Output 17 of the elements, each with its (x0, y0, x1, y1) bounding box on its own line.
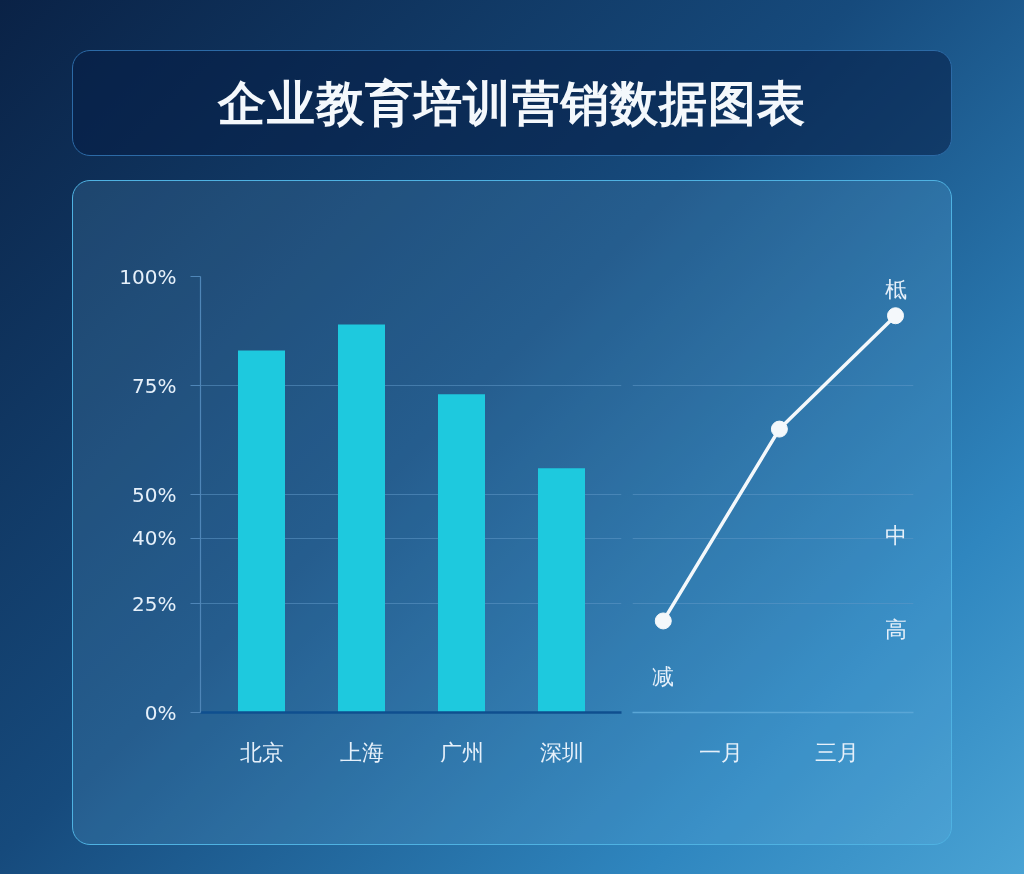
x-tick-label: 广州 (439, 739, 484, 765)
y-tick-label: 50% (132, 482, 177, 507)
x-tick-label: 深圳 (539, 739, 584, 765)
x-tick-label: 三月 (815, 739, 860, 765)
y-tick-label: 40% (132, 526, 177, 551)
annotation: 减 (652, 664, 675, 690)
y-tick-label: 0% (144, 700, 177, 725)
x-tick-label: 一月 (699, 739, 744, 765)
annotation: 高 (884, 617, 907, 643)
annotation: 中 (884, 522, 907, 548)
y-tick-label: 75% (132, 373, 177, 398)
y-tick-label: 25% (132, 591, 177, 616)
x-tick-label: 上海 (339, 739, 384, 765)
x-tick-label: 北京 (239, 739, 284, 765)
chart-title: 企业教育培训营销数据图表 (218, 73, 806, 133)
y-tick-label: 100% (119, 264, 177, 289)
annotation: 柢 (884, 276, 907, 302)
